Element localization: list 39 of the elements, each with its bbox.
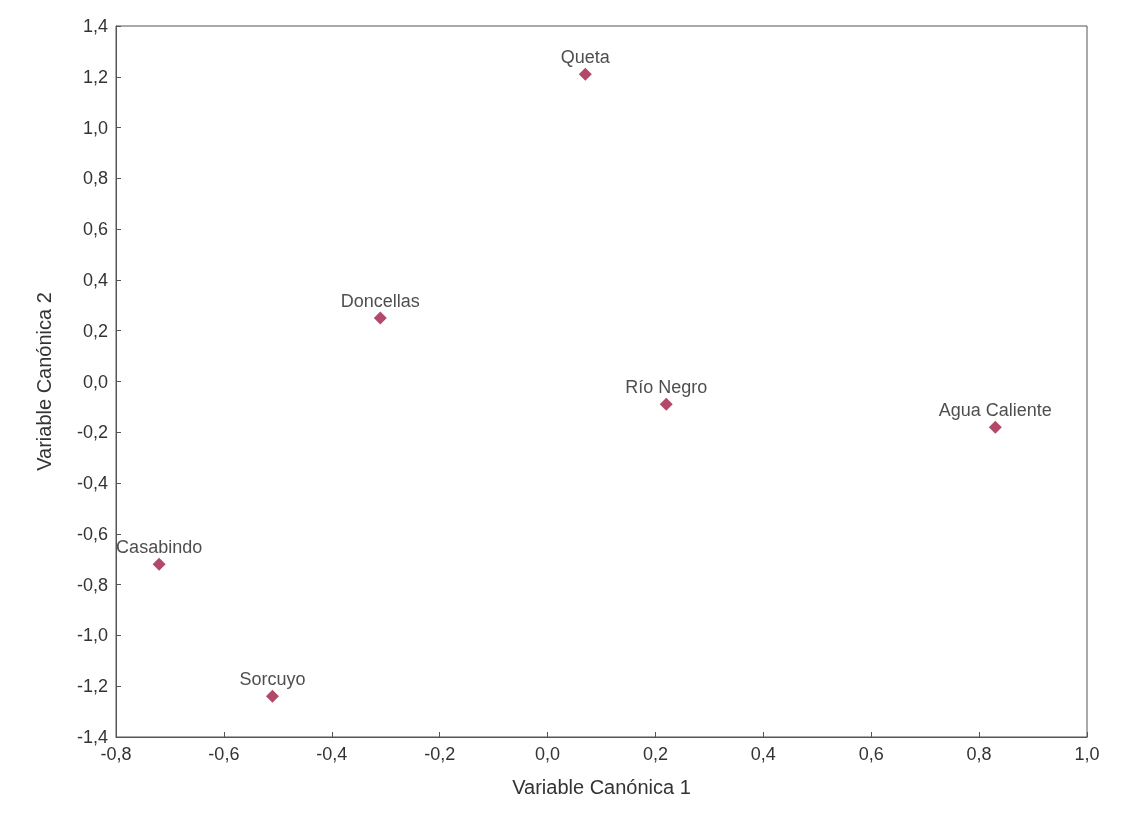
x-tick-label: -0,8: [100, 744, 132, 764]
x-tick-label: 0,8: [966, 744, 992, 764]
x-tick-label: 0,6: [858, 744, 884, 764]
x-tick-label: 0,0: [535, 744, 561, 764]
x-tick-label: -0,2: [424, 744, 456, 764]
annotation: Río Negro: [625, 377, 708, 398]
y-tick-label: 0,6: [82, 219, 108, 240]
y-tick-label: -0,8: [76, 574, 108, 595]
point: [659, 397, 673, 411]
annotation: Sorcuyo: [239, 669, 306, 690]
point: [152, 557, 166, 571]
x-axis-title: Variable Canónica 1: [512, 776, 691, 798]
x-tick-label: 0,4: [750, 744, 776, 764]
x-tick-label: 1,0: [1074, 744, 1100, 764]
y-tick-label: 1,2: [82, 66, 108, 87]
y-tick-label: 1,0: [82, 117, 108, 138]
point: [265, 689, 279, 703]
x-tick-label: -0,6: [208, 744, 240, 764]
y-tick-label: 1,4: [82, 16, 108, 36]
x-tick-label: 0,2: [642, 744, 668, 764]
annotation: Agua Caliente: [938, 400, 1052, 421]
point: [988, 420, 1002, 434]
annotation: Doncellas: [340, 291, 420, 312]
annotation: Casabindo: [116, 537, 203, 558]
y-tick-label: 0,0: [82, 371, 108, 392]
y-tick-label: 0,4: [82, 269, 108, 290]
point: [578, 67, 592, 81]
y-tick-label: -1,2: [76, 676, 108, 697]
y-tick-label: -1,0: [76, 625, 108, 646]
y-tick-label: -0,4: [76, 473, 108, 494]
y-tick-label: -0,2: [76, 422, 108, 443]
y-tick-label: 0,2: [82, 320, 108, 341]
y-axis-title: Variable Canónica 2: [33, 292, 55, 471]
annotation: Queta: [560, 47, 611, 68]
y-tick-label: -0,6: [76, 523, 108, 544]
y-tick-label: 0,8: [82, 168, 108, 189]
x-tick-label: -0,4: [316, 744, 348, 764]
point: [373, 311, 387, 325]
y-tick-label: -1,4: [76, 727, 108, 747]
